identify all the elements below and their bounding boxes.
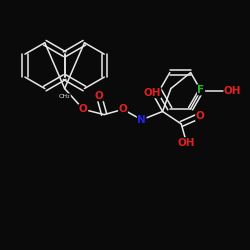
Text: O: O <box>79 104 88 115</box>
Text: CH₂: CH₂ <box>59 94 70 99</box>
Text: N: N <box>137 115 146 125</box>
Text: O: O <box>118 104 127 115</box>
Text: OH: OH <box>224 86 242 96</box>
Text: F: F <box>198 85 204 95</box>
Text: OH: OH <box>143 88 161 98</box>
Text: O: O <box>94 91 103 101</box>
Text: OH: OH <box>178 138 195 148</box>
Text: O: O <box>196 111 204 121</box>
